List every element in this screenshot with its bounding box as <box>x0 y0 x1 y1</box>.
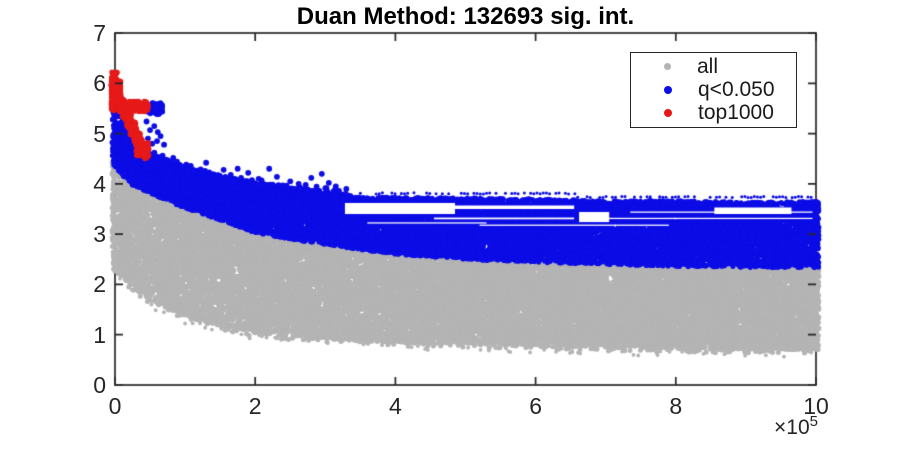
y-tick-label: 3 <box>93 221 106 248</box>
x-tick-label: 0 <box>108 393 122 419</box>
legend-marker-q-significant-icon <box>664 85 672 94</box>
x-tick-label: 4 <box>388 393 402 419</box>
multiplier-exponent: 5 <box>809 413 818 430</box>
x-tick-label: 8 <box>669 393 683 419</box>
x-tick-label: 10 <box>803 393 829 419</box>
legend-entry-top1000: top1000 <box>631 101 796 124</box>
legend-marker-top1000-icon <box>664 108 672 117</box>
y-tick-label: 7 <box>93 20 106 46</box>
legend-label-q-significant: q<0.050 <box>698 78 775 101</box>
legend-entry-all: all <box>631 55 796 78</box>
legend-marker-all-icon <box>664 63 671 70</box>
y-tick-label: 4 <box>93 170 106 197</box>
y-axis-tick-labels: 0 1 2 3 4 5 6 7 <box>44 0 106 450</box>
x-axis-multiplier-label: ×105 <box>656 413 818 440</box>
x-tick-label: 6 <box>529 393 542 419</box>
legend-label-all: all <box>697 55 719 78</box>
legend: all q<0.050 top1000 <box>630 52 797 128</box>
y-tick-label: 0 <box>93 372 106 398</box>
y-tick-label: 6 <box>93 70 106 97</box>
x-axis-tick-labels: 0 2 4 6 8 10 <box>0 393 900 423</box>
legend-entry-q-significant: q<0.050 <box>631 78 796 101</box>
legend-label-top1000: top1000 <box>698 101 774 124</box>
chart-title: Duan Method: 132693 sig. int. <box>296 3 635 30</box>
y-tick-label: 1 <box>93 321 106 348</box>
x-tick-label: 2 <box>248 393 262 419</box>
y-tick-label: 2 <box>93 271 106 298</box>
y-tick-label: 5 <box>93 120 106 147</box>
multiplier-base: ×10 <box>774 416 810 439</box>
